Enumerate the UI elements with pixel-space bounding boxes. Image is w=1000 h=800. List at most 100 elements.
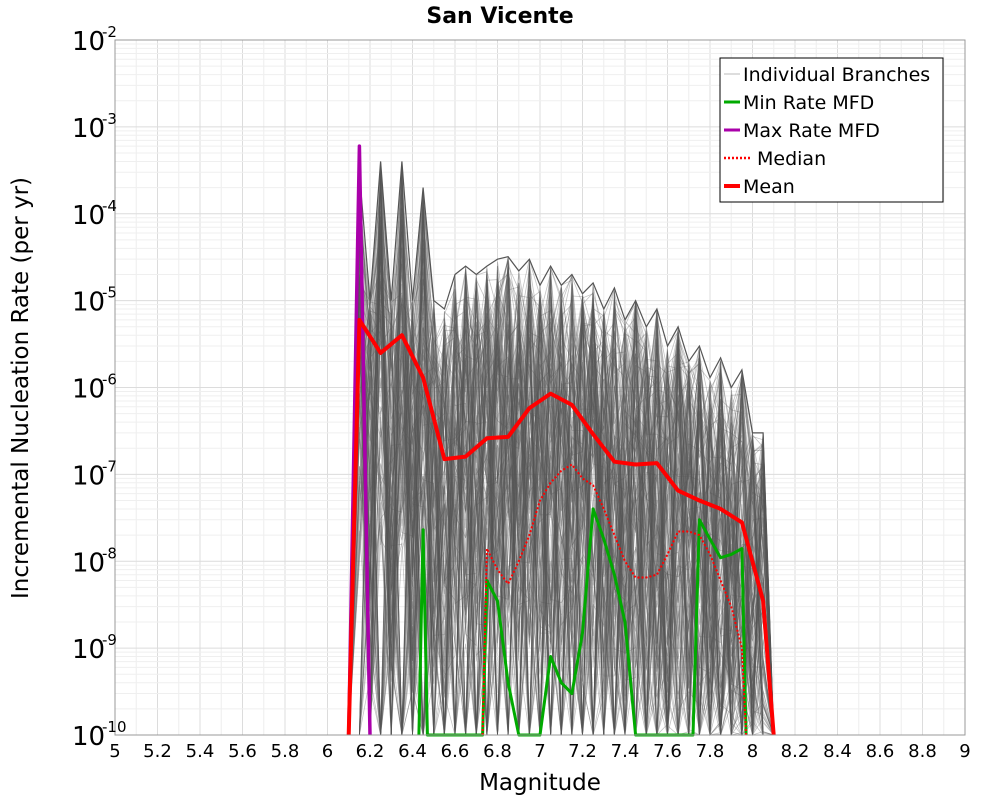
individual-branch-line: [348, 230, 774, 736]
x-tick-label: 6.8: [483, 741, 512, 762]
individual-branch-line: [348, 257, 775, 736]
x-tick-label: 8.4: [823, 741, 852, 762]
individual-branch-line: [348, 264, 775, 737]
individual-branch-line: [348, 202, 775, 736]
y-tick-exponent: -9: [102, 631, 117, 649]
y-tick-base: 10: [72, 201, 105, 231]
x-tick-label: 8: [747, 741, 758, 762]
individual-branch-line: [348, 273, 775, 736]
individual-branch-line: [348, 272, 775, 736]
individual-branch-line: [348, 220, 775, 736]
x-tick-label: 7.4: [611, 741, 640, 762]
y-tick-base: 10: [72, 548, 105, 578]
individual-branch-line: [348, 207, 775, 736]
x-tick-label: 5: [109, 741, 120, 762]
y-tick-label: 10-4: [72, 197, 117, 231]
individual-branch-line: [348, 226, 775, 736]
individual-branch-line: [348, 176, 775, 736]
x-tick-label: 8.2: [781, 741, 810, 762]
individual-branch-line: [348, 254, 775, 736]
median-line: [481, 463, 748, 736]
y-axis-label: Incremental Nucleation Rate (per yr): [8, 177, 34, 599]
individual-branch-line: [348, 178, 774, 736]
individual-branch-line: [348, 162, 774, 736]
individual-branch-line: [348, 201, 774, 736]
y-tick-exponent: -8: [102, 544, 117, 562]
y-tick-base: 10: [72, 722, 105, 752]
individual-branch-line: [348, 187, 775, 736]
individual-branch-line: [348, 179, 775, 736]
legend-box: [719, 57, 944, 203]
individual-branch-line: [348, 198, 775, 736]
individual-branch-line: [348, 214, 775, 736]
y-tick-exponent: -10: [102, 718, 127, 736]
mean-line: [346, 317, 776, 736]
individual-branch-line: [348, 279, 775, 736]
x-tick-label: 7.6: [653, 741, 682, 762]
individual-branch-line: [348, 218, 775, 736]
individual-branch-line: [348, 162, 775, 736]
y-tick-label: 10-9: [72, 631, 117, 665]
y-tick-exponent: -2: [102, 23, 117, 41]
y-tick-base: 10: [72, 288, 105, 318]
individual-branch-line: [348, 169, 775, 737]
individual-branch-line: [348, 309, 775, 736]
y-tick-label: 10-3: [72, 110, 117, 144]
x-tick-label: 8.8: [908, 741, 937, 762]
individual-branch-line: [348, 226, 775, 736]
y-tick-base: 10: [72, 375, 105, 405]
individual-branch-line: [348, 250, 775, 736]
legend-label: Individual Branches: [743, 64, 930, 86]
individual-branch-line: [348, 161, 775, 736]
x-tick-label: 6: [322, 741, 333, 762]
individual-branch-line: [348, 278, 775, 737]
individual-branch-line: [348, 191, 774, 736]
x-tick-label: 6.6: [441, 741, 470, 762]
individual-branch-line: [348, 295, 775, 736]
legend-label: Median: [757, 148, 826, 170]
individual-branch-line: [348, 173, 775, 736]
individual-branch-line: [348, 169, 775, 736]
individual-branch-line: [348, 201, 775, 736]
y-tick-exponent: -6: [102, 371, 117, 389]
individual-branch-line: [348, 193, 775, 737]
individual-branch-line: [348, 168, 775, 736]
y-tick-base: 10: [72, 27, 105, 57]
y-tick-label: 10-2: [72, 23, 117, 57]
individual-branch-line: [348, 188, 775, 737]
legend-label: Max Rate MFD: [743, 120, 880, 142]
individual-branch-line: [348, 211, 775, 736]
individual-branch-line: [348, 232, 774, 736]
y-tick-label: 10-6: [72, 371, 117, 405]
individual-branch-line: [348, 161, 775, 736]
individual-branch-line: [348, 229, 775, 736]
individual-branch-line: [348, 265, 775, 736]
branch-envelope-line: [348, 161, 775, 736]
x-tick-label: 5.2: [143, 741, 172, 762]
individual-branch-line: [348, 170, 775, 736]
individual-branch-line: [348, 219, 774, 736]
individual-branch-line: [348, 207, 774, 736]
individual-branch-line: [348, 284, 774, 736]
individual-branch-line: [348, 199, 775, 736]
x-axis-label: Magnitude: [479, 770, 601, 796]
x-tick-label: 9: [959, 741, 970, 762]
plot-grid: [114, 40, 966, 736]
individual-branch-line: [348, 203, 775, 736]
individual-branch-line: [348, 297, 775, 736]
x-tick-label: 5.8: [271, 741, 300, 762]
y-tick-base: 10: [72, 635, 105, 665]
y-tick-exponent: -7: [102, 457, 117, 475]
individual-branch-line: [348, 250, 775, 736]
individual-branch-line: [348, 260, 774, 736]
y-tick-label: 10-5: [72, 284, 117, 318]
individual-branch-line: [348, 273, 775, 736]
x-axis-ticks: 5 5.2 5.4 5.6 5.8 6 6.2 6.4 6.6 6.8 7 7.2 7.4 7.6 7.8 8…: [109, 741, 970, 762]
individual-branch-line: [348, 257, 775, 736]
y-tick-exponent: -5: [102, 284, 117, 302]
individual-branch-line: [348, 200, 775, 736]
x-tick-label: 5.6: [228, 741, 257, 762]
individual-branch-line: [348, 279, 775, 736]
individual-branch-line: [348, 229, 774, 736]
